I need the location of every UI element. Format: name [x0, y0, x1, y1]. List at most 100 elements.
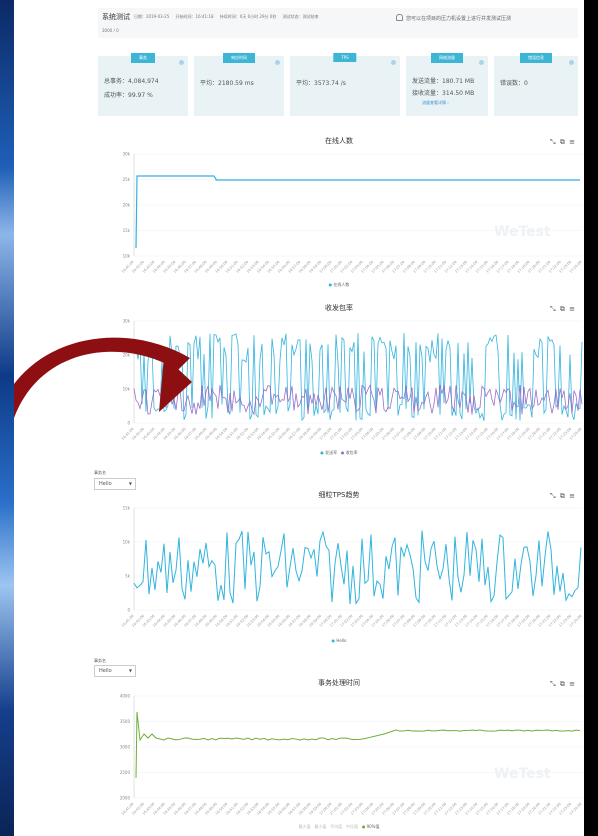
- chart-legend: ● Hello: [331, 638, 347, 643]
- legend-send-rate[interactable]: 发送率: [325, 450, 338, 455]
- legend-online-users[interactable]: 在线人数: [333, 282, 350, 287]
- error-count: 错误数：0: [500, 80, 528, 87]
- sent-traffic: 发送流量：180.71 MB: [412, 78, 475, 85]
- menu-icon[interactable]: ≡: [569, 305, 576, 313]
- total-transactions: 总事务：4,084,974: [104, 78, 159, 85]
- chart-online-users: 在线人数 ⤡ ⧉ ≡ 10k 15k 20k 25k 30k WeTest 16:41:…: [94, 136, 584, 296]
- transaction-select-label: 事务名: [94, 658, 106, 663]
- menu-icon[interactable]: ≡: [569, 680, 576, 688]
- chart-toolbar: ⤡ ⧉ ≡: [550, 305, 576, 314]
- menu-icon[interactable]: ≡: [569, 492, 576, 500]
- chart-toolbar: ⤡ ⧉ ≡: [550, 680, 576, 689]
- series-online-users: [135, 175, 580, 249]
- meta-date: 日期：2019-03-25: [134, 14, 170, 19]
- chart-toolbar: ⤡ ⧉ ≡: [550, 138, 576, 147]
- restore-icon[interactable]: ⧉: [559, 138, 566, 146]
- card-network: 网络流量 发送流量：180.71 MB 接收流量：314.50 MB 流量查看详…: [406, 53, 488, 116]
- y-tick: 30k: [123, 319, 131, 324]
- avg-tps: 平均：3573.74 /s: [296, 80, 346, 87]
- y-tick: 30k: [123, 152, 131, 157]
- transaction-select-label: 事务名: [94, 470, 106, 475]
- y-tick: 4000: [120, 694, 131, 699]
- y-tick: 3000: [120, 745, 131, 750]
- card-tag: 响应时间: [223, 53, 255, 63]
- chart-transaction-time: 事务处理时间 ⤡ ⧉ ≡ 2000 2500 3000 3500 4000 WeTest…: [94, 678, 584, 836]
- card-tag: 错误信息: [520, 53, 552, 63]
- chart-title: 在线人数: [325, 137, 353, 145]
- card-response-time: 响应时间 平均：2180.59 ms: [194, 53, 284, 116]
- y-tick: 0: [127, 421, 130, 426]
- y-tick: 10k: [123, 387, 131, 392]
- legend-90[interactable]: 90%值: [366, 824, 380, 829]
- info-icon[interactable]: [479, 60, 484, 65]
- y-tick: 10k: [123, 540, 131, 545]
- info-icon[interactable]: [275, 60, 280, 65]
- zoom-icon[interactable]: ⤡: [550, 492, 557, 500]
- series-send-rate: [133, 332, 583, 422]
- y-tick: 15k: [123, 228, 131, 233]
- card-transactions: 事务 总事务：4,084,974 成功率：99.97 %: [98, 53, 188, 116]
- legend-recv-rate[interactable]: 收包率: [345, 450, 358, 455]
- watermark: WeTest: [494, 224, 551, 240]
- card-tag: 网络流量: [431, 53, 463, 63]
- legend-max[interactable]: 最大值: [298, 824, 311, 829]
- y-tick: 5k: [125, 574, 131, 579]
- card-tag: 事务: [131, 53, 155, 63]
- y-tick: 0: [127, 608, 130, 613]
- chart-packet-rate: 收发包率 ⤡ ⧉ ≡ 0 10k 20k 30k 16:41:00 16:42:00 16…: [94, 303, 584, 463]
- restore-icon[interactable]: ⧉: [559, 492, 566, 500]
- legend-avg[interactable]: 平均值: [330, 824, 343, 829]
- zoom-icon[interactable]: ⤡: [550, 305, 557, 313]
- chart-legend: ● 在线人数: [328, 282, 350, 287]
- y-tick: 25k: [123, 177, 131, 182]
- chart-legend: ● 发送率 ● 收包率: [320, 450, 358, 455]
- info-icon[interactable]: [391, 60, 396, 65]
- report-page: 系统测试 日期：2019-03-25 开始时间：16:41:18 持续时间：0天…: [14, 0, 584, 836]
- y-tick: 10k: [123, 254, 131, 259]
- chevron-down-icon: ▼: [128, 481, 132, 486]
- zoom-icon[interactable]: ⤡: [550, 138, 557, 146]
- select-value: Hello: [99, 481, 112, 487]
- restore-icon[interactable]: ⧉: [559, 305, 566, 313]
- watermark: WeTest: [494, 766, 551, 782]
- users-count: 3000 / 0: [102, 28, 119, 33]
- series-recv-rate: [133, 384, 583, 416]
- info-icon[interactable]: [569, 60, 574, 65]
- window-edge: [584, 0, 598, 836]
- meta-status: 测试状态：测试结束: [282, 14, 319, 19]
- page-title: 系统测试: [102, 13, 130, 21]
- chevron-down-icon: ▼: [128, 668, 132, 673]
- y-tick: 20k: [123, 353, 131, 358]
- legend-min[interactable]: 最小值: [314, 824, 327, 829]
- y-tick: 3500: [120, 719, 131, 724]
- received-traffic: 接收流量：314.50 MB: [412, 90, 475, 97]
- report-header: 系统测试 日期：2019-03-25 开始时间：16:41:18 持续时间：0天…: [98, 8, 578, 38]
- avg-response: 平均：2180.59 ms: [200, 80, 254, 87]
- select-value: Hello: [99, 668, 112, 674]
- test-meta: 日期：2019-03-25 开始时间：16:41:18 持续时间：0天 0小时 …: [134, 14, 324, 20]
- menu-icon[interactable]: ≡: [569, 138, 576, 146]
- legend-median[interactable]: 中位值: [345, 824, 358, 829]
- legend-hello[interactable]: Hello: [336, 638, 347, 643]
- transaction-select[interactable]: Hello ▼: [94, 478, 136, 490]
- y-tick: 2500: [120, 770, 131, 775]
- y-tick: 15k: [123, 506, 131, 511]
- restore-icon[interactable]: ⧉: [559, 680, 566, 688]
- zoom-icon[interactable]: ⤡: [550, 680, 557, 688]
- success-rate: 成功率：99.97 %: [104, 92, 153, 99]
- transaction-select[interactable]: Hello ▼: [94, 665, 136, 677]
- card-errors: 错误信息 错误数：0: [494, 53, 578, 116]
- traffic-detail-link[interactable]: 流量查看详情 ›: [422, 100, 449, 105]
- bell-icon: [396, 14, 403, 21]
- chart-title: 收发包率: [325, 304, 353, 312]
- series-hello: [133, 530, 582, 605]
- red-arrow-annotation: [14, 337, 192, 418]
- meta-start: 开始时间：16:41:18: [175, 14, 214, 19]
- meta-duration: 持续时间：0天 0小时 29分 0秒: [219, 14, 277, 19]
- info-icon[interactable]: [179, 60, 184, 65]
- y-tick: 20k: [123, 203, 131, 208]
- y-tick: 2000: [120, 796, 131, 801]
